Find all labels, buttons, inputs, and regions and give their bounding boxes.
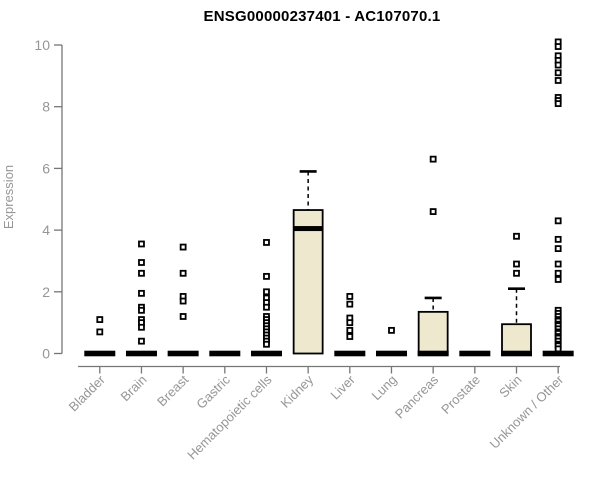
box-flat-lung: [375, 350, 407, 357]
outlier-point-skin: [513, 260, 520, 268]
outlier-point-breast: [179, 313, 187, 320]
box-flat-breast: [167, 350, 199, 357]
y-axis-title: Expression: [1, 165, 16, 229]
box-kidney: [292, 209, 324, 355]
box-flat-brain: [125, 350, 157, 357]
x-tick-label-gastric: Gastric: [193, 372, 233, 412]
y-tick-label: 0: [42, 346, 50, 362]
box-pancreas: [417, 310, 449, 355]
outlier-point-liver: [346, 300, 354, 308]
outlier-point-liver: [346, 293, 354, 300]
outlier-point-unknown-other: [554, 43, 562, 50]
x-tick-label-bladder: Bladder: [66, 372, 109, 415]
outlier-point-brain: [138, 289, 145, 297]
outlier-point-brain: [138, 306, 145, 314]
y-tick-label: 10: [34, 37, 50, 53]
box-flat-gastric: [209, 350, 241, 357]
x-tick-label-kidney: Kidney: [278, 372, 317, 411]
outlier-point-breast: [179, 297, 187, 305]
x-tick-label-liver: Liver: [327, 372, 358, 403]
x-tick-label-unknown-other: Unknown / Other: [487, 372, 567, 452]
box-flat-hematopoietic-cells: [250, 350, 282, 357]
outlier-point-unknown-other: [554, 245, 562, 253]
outlier-point-brain: [138, 323, 145, 331]
outlier-point-brain: [138, 240, 145, 248]
outlier-point-liver: [346, 326, 354, 334]
outlier-point-unknown-other: [554, 260, 562, 268]
median-kidney: [293, 226, 323, 232]
median-pancreas: [417, 350, 449, 357]
outlier-point-pancreas: [429, 208, 437, 215]
outlier-point-unknown-other: [554, 217, 562, 225]
outlier-point-liver: [346, 319, 354, 327]
box-flat-prostate: [459, 350, 491, 357]
median-skin: [501, 350, 532, 357]
outlier-point-unknown-other: [554, 235, 562, 243]
outlier-point-breast: [179, 269, 187, 277]
x-tick-label-lung: Lung: [369, 372, 400, 403]
outlier-point-hematopoietic-cells: [263, 288, 270, 296]
x-tick-label-skin: Skin: [496, 372, 524, 400]
outlier-point-brain: [138, 269, 145, 277]
y-tick-label: 6: [42, 160, 50, 176]
outlier-point-hematopoietic-cells: [263, 239, 270, 246]
box-flat-unknown-other: [542, 350, 574, 357]
box-flat-liver: [334, 350, 366, 357]
y-tick-label: 2: [42, 284, 50, 300]
outlier-point-skin: [513, 232, 520, 240]
outlier-point-unknown-other: [554, 61, 562, 69]
box-flat-bladder: [84, 350, 116, 357]
outlier-point-hematopoietic-cells: [263, 340, 270, 348]
x-tick-label-breast: Breast: [154, 372, 191, 409]
y-tick-label: 8: [42, 99, 50, 115]
outlier-point-unknown-other: [554, 69, 562, 77]
x-tick-label-pancreas: Pancreas: [392, 372, 442, 422]
outlier-point-brain: [138, 337, 145, 345]
box-skin: [501, 323, 532, 355]
outlier-point-unknown-other: [554, 100, 562, 108]
outlier-point-lung: [388, 326, 395, 334]
outlier-point-brain: [138, 259, 145, 266]
outlier-point-breast: [179, 243, 187, 251]
outlier-point-pancreas: [429, 155, 437, 163]
chart-title: ENSG00000237401 - AC107070.1: [203, 8, 441, 25]
y-tick-label: 4: [42, 222, 50, 238]
x-tick-label-brain: Brain: [118, 372, 150, 404]
outlier-point-bladder: [96, 328, 104, 336]
outlier-point-unknown-other: [554, 269, 562, 277]
x-tick-label-prostate: Prostate: [438, 372, 483, 417]
outlier-point-hematopoietic-cells: [263, 272, 270, 280]
outlier-point-skin: [513, 269, 520, 277]
outlier-point-liver: [346, 333, 354, 340]
outlier-point-unknown-other: [554, 276, 562, 283]
outlier-point-bladder: [96, 316, 104, 323]
outlier-point-unknown-other: [554, 77, 562, 84]
outlier-point-hematopoietic-cells: [263, 303, 270, 311]
outlier-point-unknown-other: [554, 345, 562, 353]
